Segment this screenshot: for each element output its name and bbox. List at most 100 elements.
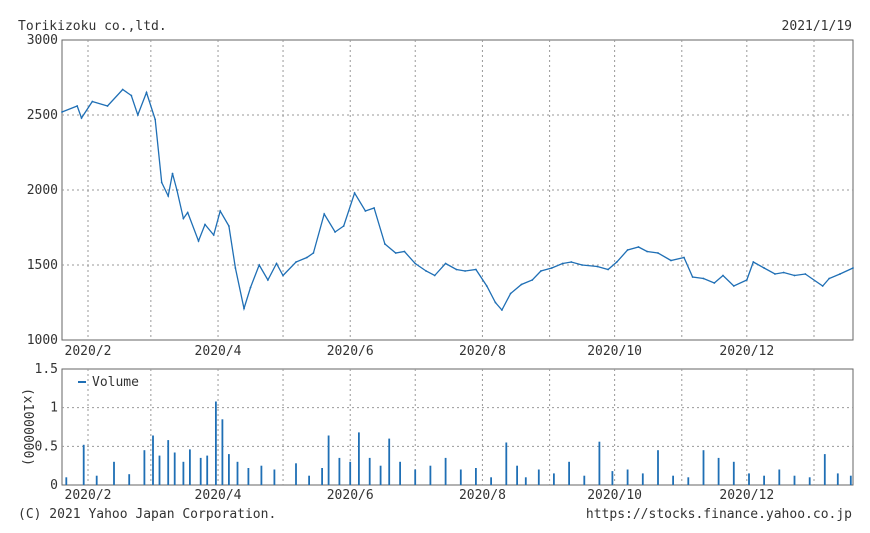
price-point <box>561 262 564 265</box>
price-point <box>353 192 356 194</box>
price-point <box>425 270 427 272</box>
price-point <box>249 286 252 289</box>
volume-x-tick-label: 2020/12 <box>719 488 774 503</box>
price-point <box>774 273 776 275</box>
price-point <box>175 189 178 191</box>
price-point <box>197 240 200 242</box>
price-point <box>160 181 163 184</box>
price-point <box>646 250 649 253</box>
price-point <box>212 234 215 236</box>
price-point <box>364 210 367 212</box>
price-y-tick-label: 1000 <box>27 333 58 348</box>
volume-bar <box>321 468 323 485</box>
volume-x-tick-label: 2020/4 <box>195 488 242 503</box>
volume-bar <box>793 475 796 485</box>
price-point <box>550 267 553 269</box>
volume-bar <box>221 419 224 485</box>
price-point <box>581 264 584 266</box>
price-point <box>258 264 261 266</box>
price-point <box>394 252 397 254</box>
volume-bar <box>128 474 131 485</box>
volume-bar <box>158 455 161 485</box>
price-point <box>76 105 79 107</box>
volume-bar <box>327 435 330 485</box>
volume-bar <box>611 471 614 485</box>
volume-bar <box>717 457 720 485</box>
price-point <box>839 273 841 275</box>
volume-bar <box>260 465 263 485</box>
volume-bar <box>388 438 391 485</box>
price-x-tick-label: 2020/4 <box>195 344 242 359</box>
volume-bar <box>247 468 250 485</box>
price-point <box>186 211 189 214</box>
price-point <box>342 225 345 227</box>
volume-bar <box>399 461 401 485</box>
price-x-tick-label: 2020/10 <box>587 344 642 359</box>
price-point <box>828 277 831 280</box>
volume-bar <box>338 457 341 485</box>
price-point <box>509 292 512 295</box>
price-point <box>722 274 724 277</box>
volume-bar <box>65 477 68 485</box>
price-point <box>384 243 386 245</box>
source-url[interactable]: https://stocks.finance.yahoo.co.jp <box>585 507 852 522</box>
price-point <box>793 274 796 277</box>
volume-y-tick-label: 0.5 <box>35 439 58 454</box>
price-point <box>305 256 308 259</box>
price-point <box>91 100 94 103</box>
volume-bar <box>505 442 508 485</box>
price-y-tick-label: 3000 <box>27 33 58 48</box>
volume-bar <box>516 465 518 485</box>
volume-bar <box>732 461 735 485</box>
price-point <box>804 273 807 275</box>
price-point <box>520 283 523 286</box>
price-y-tick-label: 2500 <box>27 108 58 123</box>
volume-y-axis-label: (x1000000) <box>20 388 35 466</box>
volume-bar <box>82 444 85 485</box>
price-point <box>323 213 326 215</box>
price-point <box>485 285 488 287</box>
price-point <box>531 279 534 281</box>
price-point <box>702 277 705 280</box>
volume-bar <box>379 465 382 485</box>
volume-bar <box>598 441 601 485</box>
volume-bar <box>672 475 674 485</box>
price-point <box>852 267 854 269</box>
price-point <box>275 262 278 265</box>
price-point <box>607 268 610 271</box>
volume-bar <box>808 477 811 485</box>
price-point <box>570 261 573 263</box>
price-point <box>657 252 659 254</box>
volume-bar <box>189 449 191 485</box>
price-point <box>312 252 315 254</box>
price-x-tick-label: 2020/2 <box>65 344 112 359</box>
volume-bar <box>702 450 705 485</box>
volume-bar <box>173 452 176 485</box>
price-point <box>403 250 406 253</box>
price-x-tick-label: 2020/8 <box>459 344 506 359</box>
price-point <box>234 267 237 269</box>
price-y-tick-label: 2000 <box>27 183 58 198</box>
volume-bar <box>641 473 644 485</box>
volume-bar <box>490 477 492 485</box>
volume-bar <box>215 401 217 485</box>
price-point <box>691 276 694 278</box>
price-point <box>444 262 447 265</box>
price-point <box>763 267 766 269</box>
price-point <box>130 94 133 97</box>
price-point <box>106 105 109 107</box>
volume-bar <box>152 435 154 485</box>
volume-y-tick-label: 1 <box>50 401 58 416</box>
price-point <box>540 270 542 272</box>
price-point <box>266 279 269 281</box>
price-point <box>745 279 748 281</box>
volume-bar <box>444 457 447 485</box>
price-point <box>334 231 336 233</box>
price-point <box>475 268 477 271</box>
volume-x-tick-label: 2020/6 <box>327 488 374 503</box>
price-point <box>414 262 417 265</box>
price-point <box>455 268 458 271</box>
price-point <box>615 261 618 263</box>
price-y-tick-label: 1500 <box>27 258 58 273</box>
volume-bar <box>228 454 230 485</box>
